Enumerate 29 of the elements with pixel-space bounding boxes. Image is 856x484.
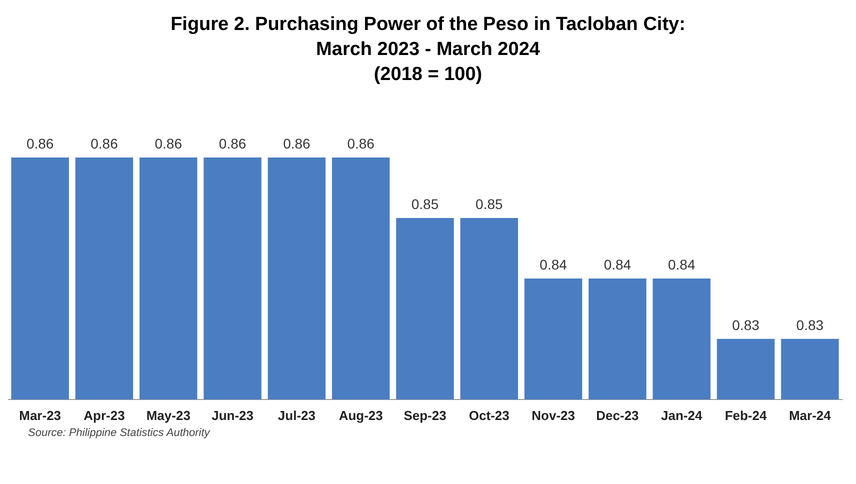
data-label: 0.85 [411, 196, 439, 212]
data-label: 0.86 [347, 135, 375, 152]
x-tick-label: Sep-23 [404, 408, 446, 423]
data-label: 0.85 [476, 196, 503, 212]
data-label: 0.84 [540, 256, 568, 272]
x-tick-label: Jun-23 [212, 408, 254, 423]
x-tick-label: Jan-24 [661, 408, 703, 423]
data-label: 0.84 [668, 256, 696, 272]
data-label: 0.83 [732, 316, 760, 333]
data-label: 0.83 [796, 316, 824, 333]
data-label: 0.86 [218, 135, 246, 152]
annotation: Source: Philippine Statistics Authority [28, 427, 212, 439]
x-tick-label: Jul-23 [278, 408, 316, 423]
chart-title: Figure 2. Purchasing Power of the Peso in Tacloban City: March 2023 - March 2024 [170, 13, 686, 62]
x-tick-label: Mar-23 [19, 408, 62, 423]
x-tick-label: Aug-23 [338, 408, 383, 423]
data-label: 0.86 [90, 135, 118, 152]
x-tick-label: Mar-24 [788, 408, 832, 423]
x-tick-label: Nov-23 [532, 408, 575, 423]
x-tick-label: Oct-23 [468, 408, 510, 423]
data-label: 0.86 [26, 135, 54, 152]
x-tick-label: Feb-24 [724, 408, 768, 423]
x-tick-label: May-23 [146, 408, 190, 423]
data-label: 0.86 [154, 135, 182, 152]
x-tick-label: Apr-23 [84, 408, 125, 423]
data-label: 0.84 [604, 256, 632, 272]
x-tick-label: Dec-23 [596, 408, 639, 423]
data-label: 0.86 [283, 135, 311, 152]
chart-subtitle: (2018 = 100) [372, 63, 484, 87]
